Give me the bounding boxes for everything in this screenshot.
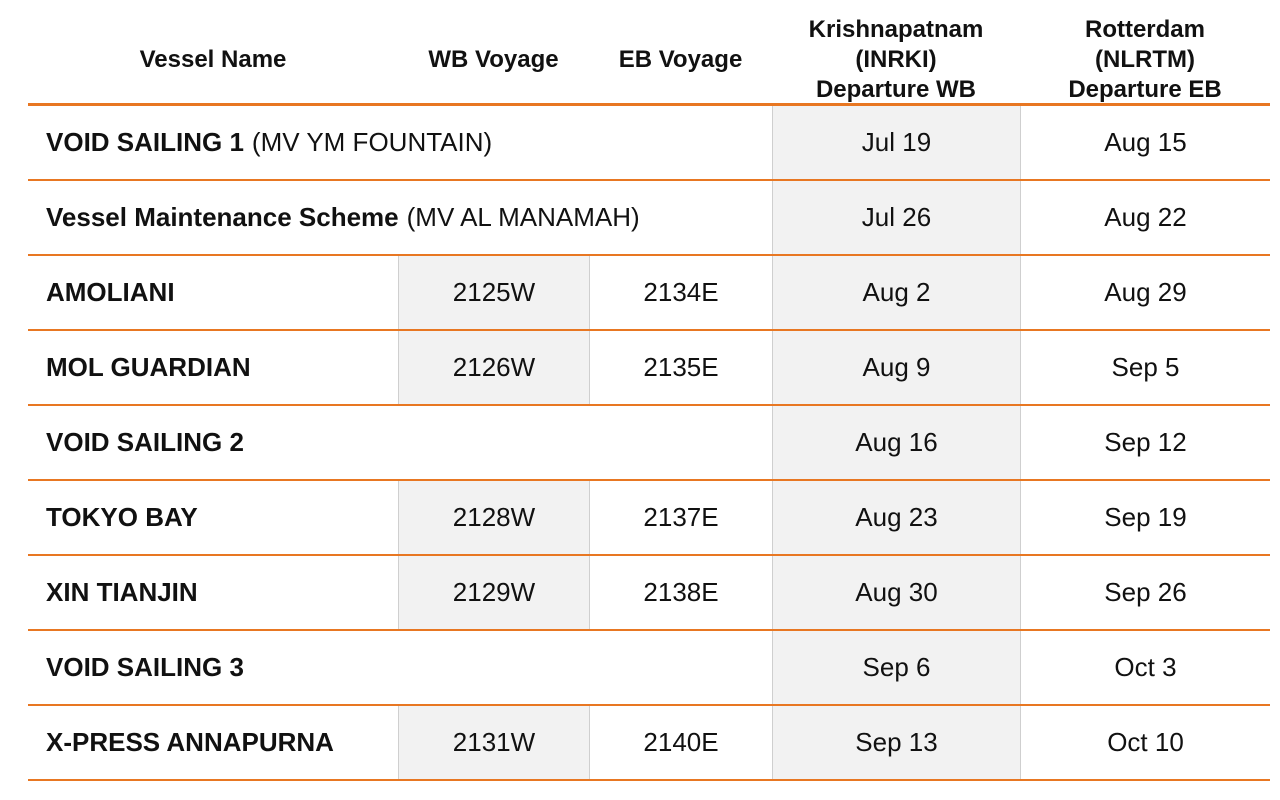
rotterdam-date-cell: Sep 19 (1020, 481, 1270, 554)
header-wb-voyage: WB Voyage (398, 16, 589, 103)
table-row: VOID SAILING 2 Aug 16 Sep 12 (28, 406, 1270, 481)
krishnapatnam-date-cell: Aug 16 (772, 406, 1020, 479)
eb-voyage-cell: 2137E (589, 481, 772, 554)
krishnapatnam-date-cell: Aug 30 (772, 556, 1020, 629)
table-header-row: Vessel Name WB Voyage EB Voyage Krishnap… (28, 16, 1270, 106)
table-row: MOL GUARDIAN 2126W 2135E Aug 9 Sep 5 (28, 331, 1270, 406)
table-row: TOKYO BAY 2128W 2137E Aug 23 Sep 19 (28, 481, 1270, 556)
wb-voyage-cell: 2128W (398, 481, 589, 554)
vessel-name: VOID SAILING 1 (46, 127, 244, 158)
rotterdam-date-cell: Oct 3 (1020, 631, 1270, 704)
rotterdam-date-cell: Aug 15 (1020, 106, 1270, 179)
vessel-name-cell: XIN TIANJIN (28, 556, 398, 629)
table-row: Vessel Maintenance Scheme (MV AL MANAMAH… (28, 181, 1270, 256)
header-eb-voyage: EB Voyage (589, 16, 772, 103)
rotterdam-date-cell: Sep 5 (1020, 331, 1270, 404)
vessel-note: (MV AL MANAMAH) (407, 202, 640, 233)
table-row: VOID SAILING 1 (MV YM FOUNTAIN) Jul 19 A… (28, 106, 1270, 181)
rotterdam-date-cell: Sep 26 (1020, 556, 1270, 629)
rotterdam-date-cell: Aug 22 (1020, 181, 1270, 254)
vessel-note: (MV YM FOUNTAIN) (252, 127, 492, 158)
vessel-name: VOID SAILING 2 (46, 427, 244, 458)
vessel-name-cell: VOID SAILING 1 (MV YM FOUNTAIN) (28, 106, 772, 179)
eb-voyage-cell: 2138E (589, 556, 772, 629)
table-row: AMOLIANI 2125W 2134E Aug 2 Aug 29 (28, 256, 1270, 331)
wb-voyage-cell: 2129W (398, 556, 589, 629)
header-rotterdam-departure: Rotterdam (NLRTM) Departure EB (1020, 16, 1270, 103)
vessel-name-cell: Vessel Maintenance Scheme (MV AL MANAMAH… (28, 181, 772, 254)
table-row: X-PRESS ANNAPURNA 2131W 2140E Sep 13 Oct… (28, 706, 1270, 781)
krishnapatnam-date-cell: Aug 23 (772, 481, 1020, 554)
vessel-name: TOKYO BAY (46, 502, 198, 533)
vessel-name-cell: AMOLIANI (28, 256, 398, 329)
rotterdam-date-cell: Oct 10 (1020, 706, 1270, 779)
vessel-name-cell: TOKYO BAY (28, 481, 398, 554)
table-row: XIN TIANJIN 2129W 2138E Aug 30 Sep 26 (28, 556, 1270, 631)
vessel-name-cell: X-PRESS ANNAPURNA (28, 706, 398, 779)
eb-voyage-cell: 2140E (589, 706, 772, 779)
vessel-name: VOID SAILING 3 (46, 652, 244, 683)
sailing-schedule-table: Vessel Name WB Voyage EB Voyage Krishnap… (28, 16, 1270, 781)
vessel-name-cell: VOID SAILING 2 (28, 406, 772, 479)
header-krishnapatnam-departure: Krishnapatnam (INRKI) Departure WB (772, 16, 1020, 103)
vessel-name: X-PRESS ANNAPURNA (46, 727, 334, 758)
vessel-name: Vessel Maintenance Scheme (46, 202, 399, 233)
vessel-name: MOL GUARDIAN (46, 352, 251, 383)
wb-voyage-cell: 2131W (398, 706, 589, 779)
wb-voyage-cell: 2125W (398, 256, 589, 329)
krishnapatnam-date-cell: Aug 2 (772, 256, 1020, 329)
vessel-name-cell: VOID SAILING 3 (28, 631, 772, 704)
table-row: VOID SAILING 3 Sep 6 Oct 3 (28, 631, 1270, 706)
krishnapatnam-date-cell: Jul 26 (772, 181, 1020, 254)
header-vessel-name: Vessel Name (28, 16, 398, 103)
vessel-name-cell: MOL GUARDIAN (28, 331, 398, 404)
krishnapatnam-date-cell: Sep 13 (772, 706, 1020, 779)
eb-voyage-cell: 2134E (589, 256, 772, 329)
wb-voyage-cell: 2126W (398, 331, 589, 404)
vessel-name: AMOLIANI (46, 277, 175, 308)
krishnapatnam-date-cell: Sep 6 (772, 631, 1020, 704)
krishnapatnam-date-cell: Aug 9 (772, 331, 1020, 404)
eb-voyage-cell: 2135E (589, 331, 772, 404)
krishnapatnam-date-cell: Jul 19 (772, 106, 1020, 179)
vessel-name: XIN TIANJIN (46, 577, 198, 608)
rotterdam-date-cell: Aug 29 (1020, 256, 1270, 329)
rotterdam-date-cell: Sep 12 (1020, 406, 1270, 479)
